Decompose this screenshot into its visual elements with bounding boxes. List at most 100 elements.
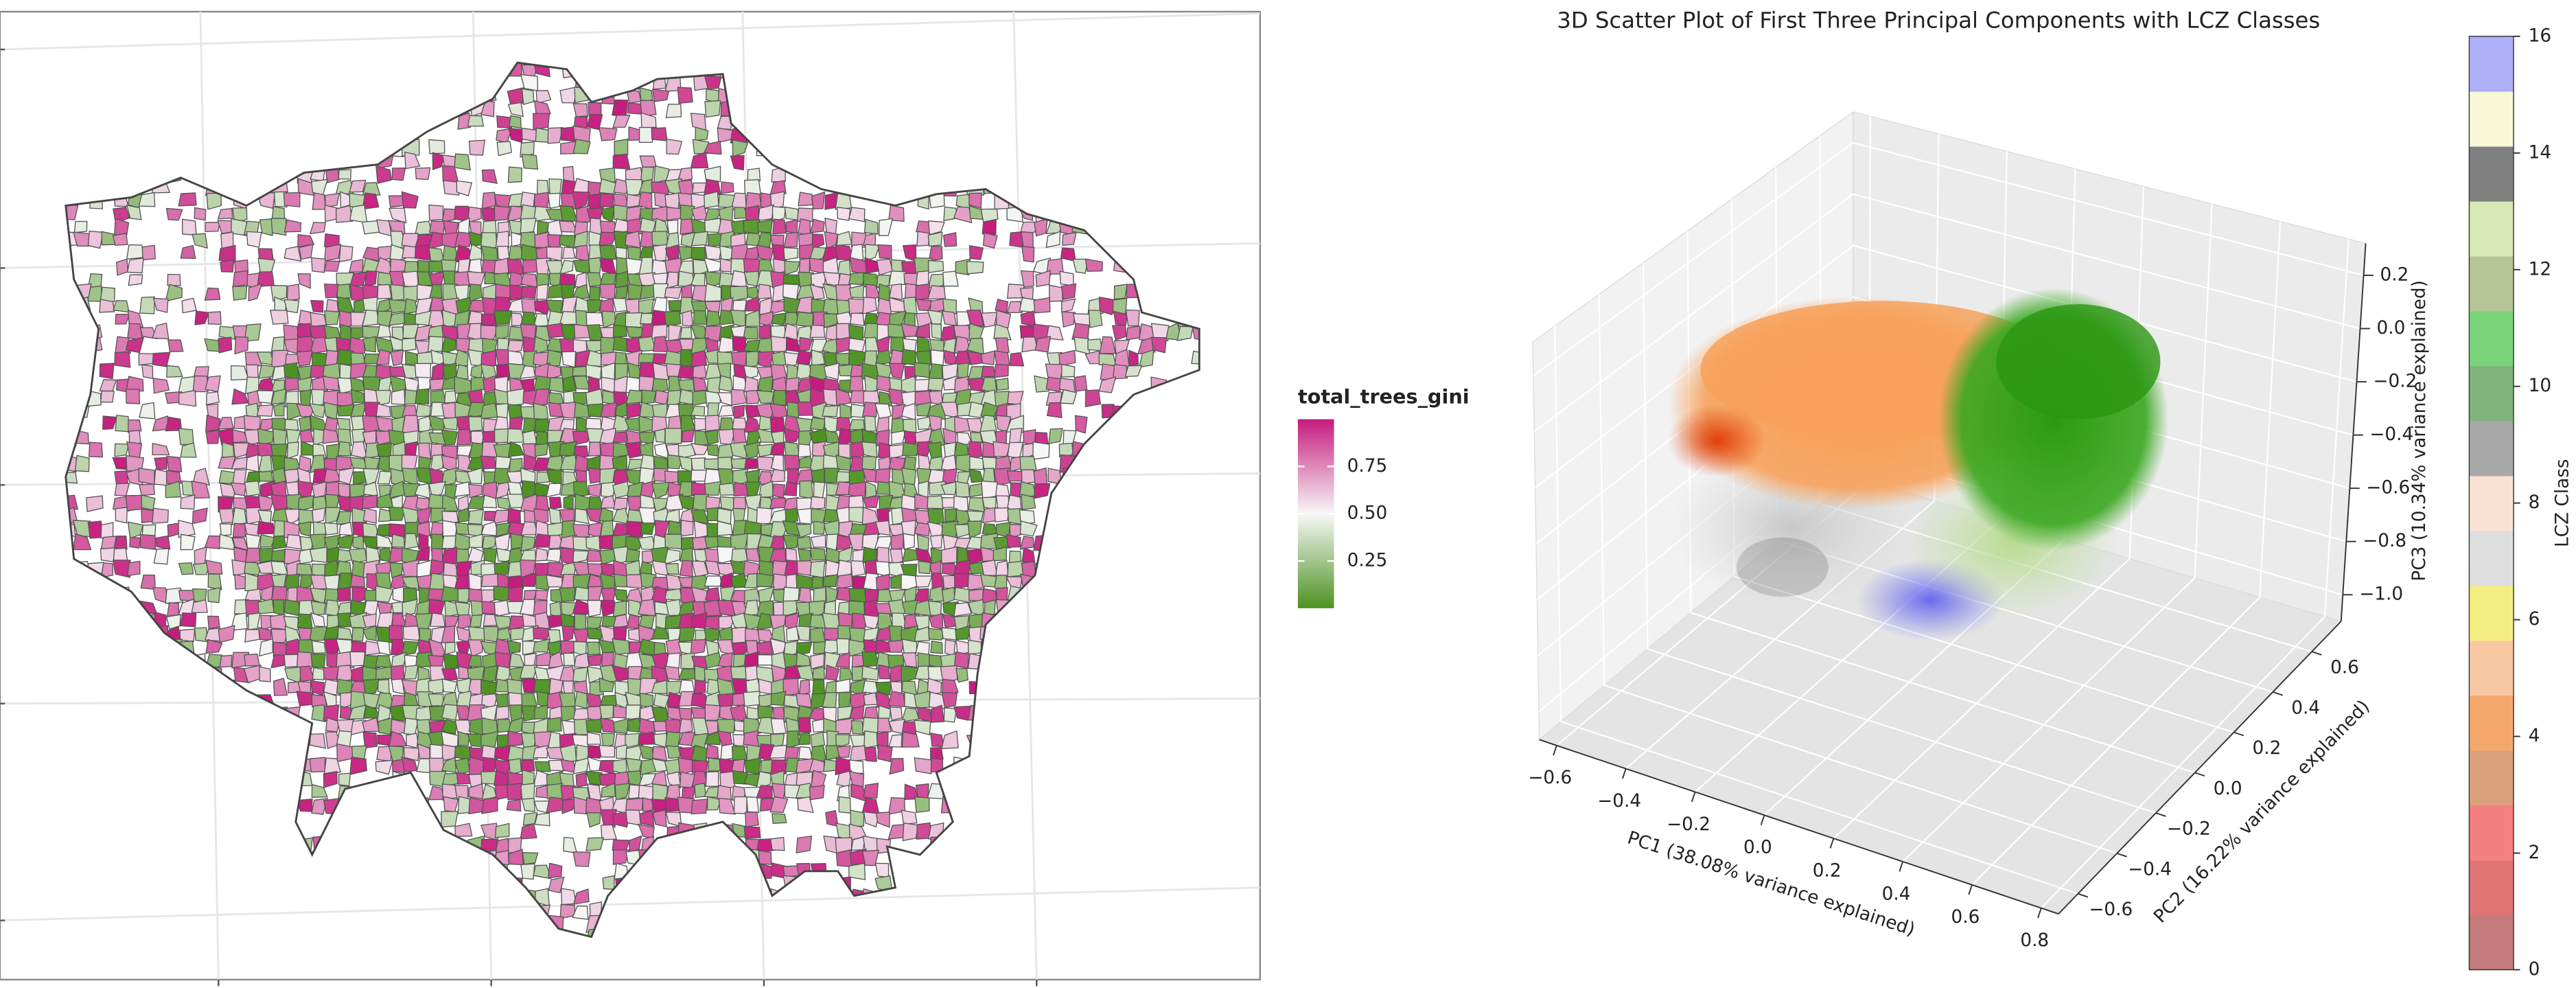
map-region [468,139,486,156]
map-region [181,218,197,236]
map-region [838,796,851,814]
map-region [138,192,156,207]
map-region [891,430,906,446]
map-region [743,826,761,839]
colorbar-tick-label: 16 [2529,25,2551,46]
y-tick [2078,893,2089,898]
map-region [469,614,483,628]
map-region [559,311,578,325]
z-tick-label: −0.6 [2366,478,2410,498]
map-region [1126,325,1141,341]
map-region [641,389,657,404]
map-region [561,720,576,735]
colorbar-segment [2469,310,2514,367]
map-region [654,428,666,443]
map-region [941,627,958,641]
map-region [495,706,510,721]
map-region [625,429,642,446]
map-region [311,640,327,654]
map-region [798,746,813,760]
map-region [877,717,892,733]
map-region [496,115,513,128]
map-region [428,247,445,262]
map-region [338,244,353,263]
map-region [375,655,393,668]
map-region [154,457,167,470]
map-region [743,520,762,536]
map-region [706,444,720,457]
map-region [811,349,826,367]
map-region [809,560,826,579]
map-region [546,364,561,380]
map-region [588,483,603,498]
map-region [836,206,851,221]
map-region [547,192,561,209]
map-region [982,441,997,458]
map-region [953,586,971,604]
z-tick-label: −0.8 [2363,531,2406,551]
z-tick-label: −0.4 [2369,424,2413,445]
map-region [259,418,276,433]
map-region [312,352,327,367]
map-region [745,812,759,828]
map-region [1033,297,1051,314]
map-region [1019,221,1038,235]
x-tick-label: −0.4 [1597,791,1641,812]
map-region [812,679,826,696]
map-region [918,560,931,575]
map-region [704,165,721,184]
map-region [797,401,814,416]
map-region [481,192,496,209]
map-region [1151,336,1168,354]
map-region [730,286,748,302]
map-region [362,415,380,434]
map-region [874,862,890,878]
map-region [221,441,235,459]
map-region [706,310,721,328]
map-region [744,757,762,774]
map-region [861,441,878,459]
map-region [757,218,774,233]
map-region [758,323,771,339]
map-region [1061,363,1076,378]
colorbar-segment [2469,200,2514,257]
x-tick [1622,768,1627,779]
map-region [467,509,485,525]
map-region [809,388,828,408]
map-region [509,115,522,129]
map-region [507,428,525,444]
map-region [404,665,419,680]
map-region [957,362,969,378]
map-region [602,875,615,891]
map-region [811,233,825,250]
map-region [980,208,999,223]
map-region [849,376,864,393]
map-region [810,218,825,233]
map-region [824,415,841,433]
map-region [533,299,552,316]
map-region [784,441,801,457]
map-region [796,693,813,709]
map-region [428,139,445,154]
map-region [310,299,324,313]
map-region [205,391,220,406]
map-region [599,284,616,300]
map-region [848,271,867,286]
map-region [664,350,683,366]
map-region [139,296,156,314]
map-region [731,759,745,772]
map-region [930,732,944,747]
x-tick-label: −0.2 [1667,814,1710,835]
map-region [1033,467,1048,486]
map-region [654,389,670,405]
map-region [745,469,761,484]
map-region [995,299,1009,313]
map-region [309,222,327,235]
colorbar-segment [2469,36,2514,92]
map-region [440,336,456,355]
map-region [522,443,537,459]
map-region [559,235,576,249]
map-region [915,312,932,328]
map-region [219,654,233,668]
map-region [520,141,535,158]
